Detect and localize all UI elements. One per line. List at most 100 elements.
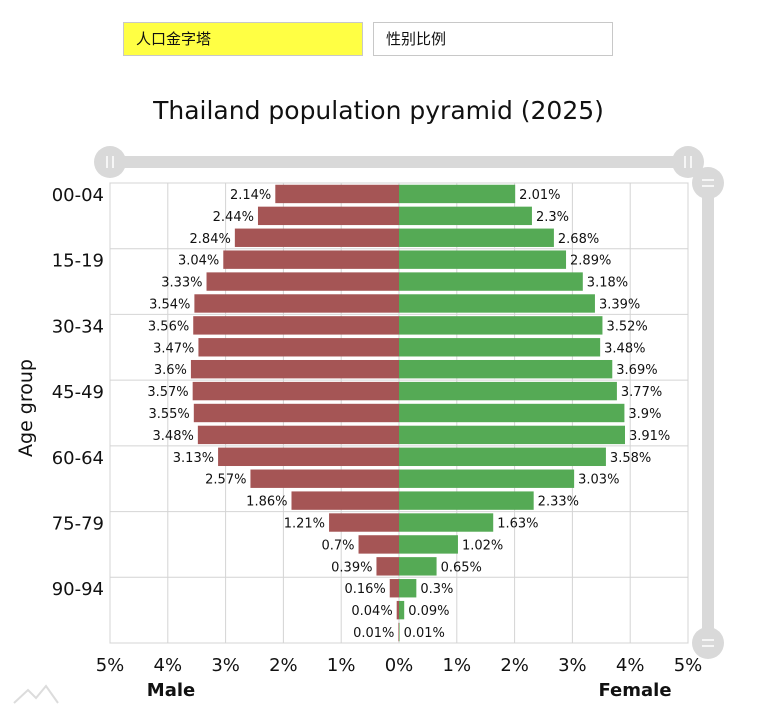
- bar-male[interactable]: [398, 622, 399, 642]
- data-label-male: 3.33%: [161, 276, 202, 291]
- bar-female[interactable]: [399, 557, 437, 576]
- bar-male[interactable]: [250, 469, 399, 488]
- horizontal-slider-track[interactable]: [110, 156, 688, 168]
- x-tick-labels: 5% 4% 3% 2% 1% 0% 1% 2% 3% 4% 5%: [96, 655, 703, 676]
- bar-male[interactable]: [193, 403, 399, 423]
- bar-male[interactable]: [190, 359, 399, 379]
- vertical-slider-top-handle[interactable]: [692, 167, 724, 199]
- data-label-male: 0.39%: [331, 560, 372, 575]
- data-labels: 2.14% 2.01% 2.44% 2.3% 2.84% 2.68% 3.04% 2.89% 3…: [147, 188, 670, 641]
- legend-male: Male: [147, 680, 195, 701]
- bar-female[interactable]: [399, 338, 601, 357]
- data-label-female: 3.91%: [629, 429, 670, 444]
- bar-female[interactable]: [399, 206, 532, 226]
- bar-female[interactable]: [399, 491, 534, 510]
- y-tick-label: 15-19: [52, 251, 104, 272]
- bar-female[interactable]: [399, 622, 400, 642]
- tab-population-pyramid[interactable]: 人口金字塔: [123, 22, 363, 56]
- bar-female[interactable]: [399, 294, 595, 313]
- bar-female[interactable]: [399, 316, 603, 335]
- bar-female[interactable]: [399, 381, 617, 401]
- data-label-female: 3.18%: [587, 276, 628, 291]
- bar-male[interactable]: [206, 272, 399, 291]
- data-label-female: 0.01%: [404, 626, 445, 641]
- data-label-female: 0.65%: [441, 560, 482, 575]
- y-tick-label: 30-34: [52, 316, 104, 337]
- bar-female[interactable]: [399, 228, 554, 247]
- bar-female[interactable]: [399, 447, 606, 467]
- bar-female[interactable]: [399, 513, 494, 532]
- bar-male[interactable]: [257, 206, 399, 226]
- horizontal-range-slider[interactable]: [94, 146, 704, 178]
- data-label-male: 0.01%: [353, 626, 394, 641]
- data-label-male: 1.21%: [284, 517, 325, 532]
- bar-male[interactable]: [223, 250, 399, 269]
- bar-male[interactable]: [197, 425, 399, 445]
- data-label-female: 2.01%: [519, 188, 560, 203]
- vertical-range-slider[interactable]: [692, 167, 724, 659]
- bar-male[interactable]: [396, 600, 399, 620]
- x-tick-label: 2%: [269, 655, 298, 676]
- data-label-male: 2.84%: [190, 232, 231, 247]
- horizontal-slider-right-handle[interactable]: [672, 146, 704, 178]
- bar-male[interactable]: [389, 579, 399, 598]
- data-label-male: 0.7%: [322, 538, 355, 553]
- watermark-logo: [13, 684, 59, 704]
- data-label-male: 3.54%: [149, 297, 190, 312]
- y-tick-label: 60-64: [52, 448, 104, 469]
- data-label-male: 3.47%: [153, 341, 194, 356]
- x-tick-label: 0%: [385, 655, 414, 676]
- x-tick-label: 4%: [616, 655, 645, 676]
- data-label-female: 3.48%: [604, 341, 645, 356]
- bar-female[interactable]: [399, 359, 613, 379]
- data-label-male: 0.04%: [351, 604, 392, 619]
- bar-male[interactable]: [192, 381, 399, 401]
- data-label-female: 1.02%: [462, 538, 503, 553]
- data-label-male: 3.48%: [153, 429, 194, 444]
- bar-female[interactable]: [399, 403, 625, 423]
- bar-male[interactable]: [376, 557, 399, 576]
- bar-male[interactable]: [234, 228, 399, 247]
- bar-female[interactable]: [399, 469, 575, 488]
- x-tick-label: 1%: [443, 655, 472, 676]
- horizontal-slider-left-handle[interactable]: [94, 146, 126, 178]
- data-label-female: 3.9%: [628, 407, 661, 422]
- vertical-slider-bottom-handle[interactable]: [692, 627, 724, 659]
- bar-male[interactable]: [291, 491, 399, 510]
- bar-female[interactable]: [399, 535, 458, 554]
- y-tick-label: 45-49: [52, 382, 104, 403]
- bar-male[interactable]: [198, 338, 399, 357]
- bar-male[interactable]: [194, 294, 399, 313]
- x-tick-label: 3%: [558, 655, 587, 676]
- data-label-male: 3.6%: [154, 363, 187, 378]
- x-tick-label: 3%: [211, 655, 240, 676]
- x-tick-label: 4%: [154, 655, 183, 676]
- data-label-female: 2.3%: [536, 210, 569, 225]
- bars: [190, 184, 625, 642]
- data-label-male: 3.56%: [148, 319, 189, 334]
- bar-female[interactable]: [399, 250, 567, 269]
- data-label-female: 2.33%: [538, 495, 579, 510]
- data-label-male: 0.16%: [344, 582, 385, 597]
- bar-female[interactable]: [399, 425, 625, 445]
- bar-female[interactable]: [399, 600, 405, 620]
- x-tick-label: 5%: [96, 655, 125, 676]
- data-label-male: 2.14%: [230, 188, 271, 203]
- data-label-female: 3.03%: [578, 473, 619, 488]
- bar-female[interactable]: [399, 579, 417, 598]
- bar-male[interactable]: [218, 447, 399, 467]
- chart-title: Thailand population pyramid (2025): [153, 96, 604, 125]
- tab-sex-ratio[interactable]: 性别比例: [373, 22, 613, 56]
- bar-male[interactable]: [193, 316, 399, 335]
- data-label-female: 0.09%: [408, 604, 449, 619]
- bar-male[interactable]: [358, 535, 399, 554]
- vertical-slider-track[interactable]: [702, 183, 714, 643]
- y-tick-labels: 00-04 15-19 30-34 45-49 60-64 75-79 90-94: [52, 185, 104, 600]
- data-label-female: 3.58%: [610, 451, 651, 466]
- bar-female[interactable]: [399, 272, 583, 291]
- bar-male[interactable]: [329, 513, 399, 532]
- x-tick-label: 5%: [674, 655, 703, 676]
- bar-male[interactable]: [275, 184, 399, 204]
- data-label-female: 2.89%: [570, 254, 611, 269]
- bar-female[interactable]: [399, 184, 516, 204]
